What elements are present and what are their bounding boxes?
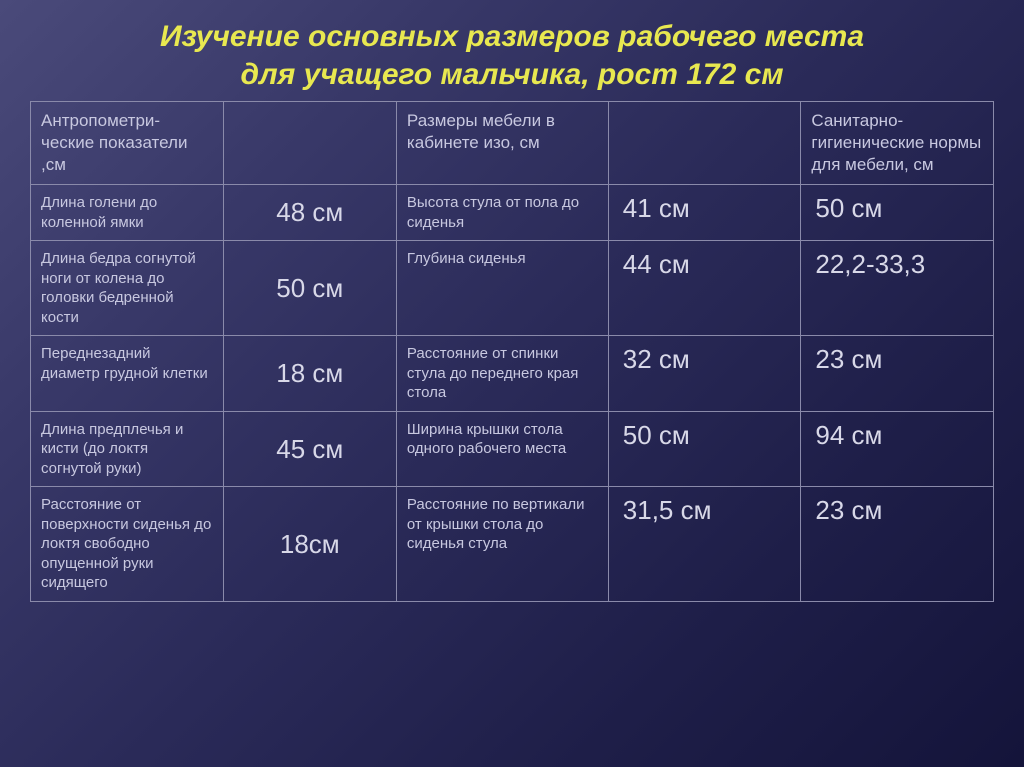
- norm-cell: 50 см: [801, 185, 994, 241]
- table-header-row: Антропометри-ческие показатели ,см Разме…: [31, 102, 994, 185]
- furniture-cell: Расстояние от спинки стула до переднего …: [396, 336, 608, 412]
- furniture-cell: Высота стула от пола до сиденья: [396, 185, 608, 241]
- param-cell: Переднезадний диаметр грудной клетки: [31, 336, 224, 412]
- title-line-1: Изучение основных размеров рабочего мест…: [160, 20, 864, 53]
- measured-cell: 32 см: [608, 336, 801, 412]
- header-furniture: Размеры мебели в кабинете изо, см: [396, 102, 608, 185]
- measured-cell: 50 см: [608, 411, 801, 487]
- param-cell: Длина бедра согнутой ноги от колена до г…: [31, 241, 224, 336]
- title-line-2: для учащего мальчика, рост 172 см: [240, 58, 783, 91]
- furniture-cell: Ширина крышки стола одного рабочего мест…: [396, 411, 608, 487]
- table-row: Переднезадний диаметр грудной клетки 18 …: [31, 336, 994, 412]
- norm-cell: 94 см: [801, 411, 994, 487]
- furniture-cell: Глубина сиденья: [396, 241, 608, 336]
- measured-cell: 31,5 см: [608, 487, 801, 602]
- value-cell: 18см: [223, 487, 396, 602]
- value-cell: 18 см: [223, 336, 396, 412]
- norm-cell: 23 см: [801, 336, 994, 412]
- param-cell: Расстояние от поверхности сиденья до лок…: [31, 487, 224, 602]
- measured-cell: 44 см: [608, 241, 801, 336]
- param-cell: Длина голени до коленной ямки: [31, 185, 224, 241]
- norm-cell: 22,2-33,3: [801, 241, 994, 336]
- table-row: Длина бедра согнутой ноги от колена до г…: [31, 241, 994, 336]
- value-cell: 50 см: [223, 241, 396, 336]
- slide-title: Изучение основных размеров рабочего мест…: [30, 18, 994, 93]
- dimensions-table: Антропометри-ческие показатели ,см Разме…: [30, 101, 994, 602]
- header-anthro: Антропометри-ческие показатели ,см: [31, 102, 224, 185]
- table-row: Длина голени до коленной ямки 48 см Высо…: [31, 185, 994, 241]
- value-cell: 48 см: [223, 185, 396, 241]
- table-row: Длина предплечья и кисти (до локтя согну…: [31, 411, 994, 487]
- param-cell: Длина предплечья и кисти (до локтя согну…: [31, 411, 224, 487]
- header-empty-1: [223, 102, 396, 185]
- value-cell: 45 см: [223, 411, 396, 487]
- measured-cell: 41 см: [608, 185, 801, 241]
- header-empty-2: [608, 102, 801, 185]
- header-norms: Санитарно-гигиенические нормы для мебели…: [801, 102, 994, 185]
- norm-cell: 23 см: [801, 487, 994, 602]
- furniture-cell: Расстояние по вертикали от крышки стола …: [396, 487, 608, 602]
- table-row: Расстояние от поверхности сиденья до лок…: [31, 487, 994, 602]
